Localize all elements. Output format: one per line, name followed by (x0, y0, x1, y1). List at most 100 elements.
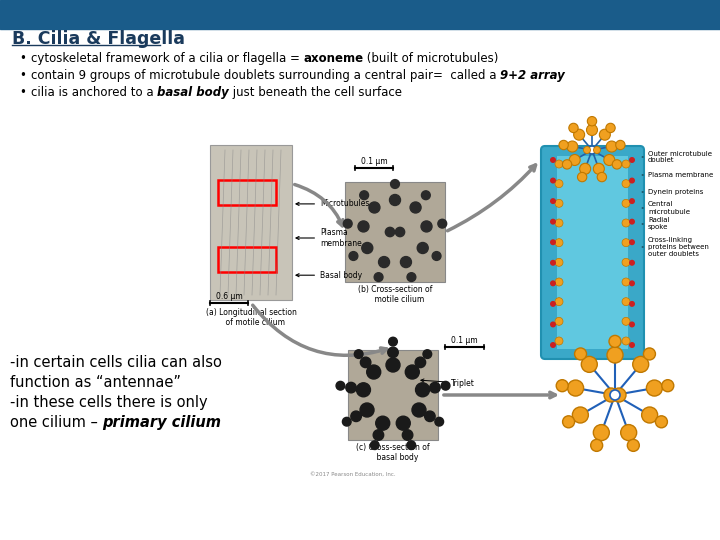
Circle shape (629, 178, 635, 184)
Bar (0, 0, 720, 29)
Circle shape (580, 163, 590, 174)
Circle shape (373, 430, 384, 440)
Circle shape (379, 256, 390, 268)
Circle shape (622, 239, 630, 247)
Circle shape (438, 219, 446, 228)
Circle shape (423, 350, 432, 359)
Text: Radial
spoke: Radial spoke (648, 218, 670, 231)
Circle shape (622, 258, 630, 266)
Circle shape (396, 416, 410, 430)
Circle shape (400, 256, 411, 268)
Circle shape (607, 347, 623, 363)
Circle shape (606, 141, 617, 152)
Circle shape (662, 380, 674, 392)
Circle shape (395, 227, 405, 237)
Circle shape (629, 157, 635, 163)
Circle shape (629, 321, 635, 327)
Circle shape (557, 380, 568, 392)
Circle shape (555, 278, 563, 286)
Circle shape (412, 403, 426, 417)
Circle shape (550, 301, 556, 307)
Circle shape (555, 219, 563, 227)
Circle shape (343, 417, 351, 426)
Circle shape (374, 273, 383, 281)
Circle shape (622, 298, 630, 306)
Circle shape (402, 430, 413, 440)
Text: 0.1 µm: 0.1 µm (361, 157, 387, 166)
Text: Microtubules: Microtubules (296, 199, 369, 208)
Circle shape (655, 416, 667, 428)
Circle shape (612, 388, 626, 402)
Circle shape (627, 440, 639, 451)
Circle shape (593, 163, 604, 174)
Circle shape (633, 356, 649, 373)
Circle shape (421, 221, 432, 232)
Circle shape (555, 160, 563, 168)
Circle shape (555, 199, 563, 207)
Circle shape (616, 140, 625, 150)
Circle shape (622, 199, 630, 207)
Circle shape (610, 390, 620, 400)
Circle shape (559, 140, 568, 150)
Circle shape (629, 260, 635, 266)
Text: function as “antennae”: function as “antennae” (10, 375, 181, 390)
Circle shape (581, 356, 598, 373)
Circle shape (441, 381, 450, 390)
Text: cilia is anchored to a: cilia is anchored to a (31, 86, 157, 99)
Text: •: • (20, 86, 31, 99)
Text: cytoskeletal framework of a cilia or flagella =: cytoskeletal framework of a cilia or fla… (31, 52, 303, 65)
Circle shape (346, 382, 356, 393)
Circle shape (358, 221, 369, 232)
Circle shape (597, 172, 606, 182)
Circle shape (629, 239, 635, 245)
FancyBboxPatch shape (541, 146, 644, 359)
Circle shape (572, 407, 588, 423)
Circle shape (593, 424, 609, 441)
Circle shape (361, 242, 373, 253)
Circle shape (622, 180, 630, 188)
Bar (218, 247, 276, 272)
Text: •: • (20, 52, 31, 65)
Text: primary cilium: primary cilium (102, 415, 222, 430)
Text: •: • (20, 69, 31, 82)
Circle shape (354, 350, 363, 359)
Text: Plasma
membrane: Plasma membrane (296, 228, 361, 248)
Circle shape (388, 347, 398, 357)
Text: 0.1 µm: 0.1 µm (451, 336, 478, 345)
Bar (218, 180, 276, 205)
Circle shape (390, 194, 400, 206)
Circle shape (629, 301, 635, 307)
Circle shape (360, 403, 374, 417)
Circle shape (567, 141, 578, 152)
Circle shape (550, 178, 556, 184)
Circle shape (562, 160, 572, 169)
Bar (557, 156, 628, 349)
Circle shape (647, 380, 662, 396)
Circle shape (407, 273, 416, 281)
Text: Triplet: Triplet (421, 379, 475, 388)
Circle shape (407, 441, 415, 449)
Circle shape (343, 219, 352, 228)
Circle shape (349, 252, 358, 260)
Circle shape (612, 160, 621, 169)
Circle shape (621, 424, 636, 441)
Circle shape (622, 337, 630, 345)
Circle shape (555, 180, 563, 188)
Text: Outer microtubule
doublet: Outer microtubule doublet (648, 151, 712, 164)
Bar (348, 350, 438, 440)
Bar (345, 182, 445, 282)
Circle shape (562, 416, 575, 428)
Text: Plasma membrane: Plasma membrane (648, 172, 714, 178)
Circle shape (644, 348, 655, 360)
Bar (210, 145, 292, 300)
Circle shape (555, 298, 563, 306)
Text: ©2017 Pearson Education, Inc.: ©2017 Pearson Education, Inc. (310, 472, 395, 477)
Circle shape (604, 154, 615, 165)
Circle shape (629, 219, 635, 225)
Text: Central
microtubule: Central microtubule (648, 201, 690, 214)
Circle shape (569, 123, 578, 133)
Circle shape (550, 280, 556, 286)
Circle shape (622, 318, 630, 325)
Text: Basal body: Basal body (296, 271, 362, 280)
Circle shape (425, 411, 435, 422)
